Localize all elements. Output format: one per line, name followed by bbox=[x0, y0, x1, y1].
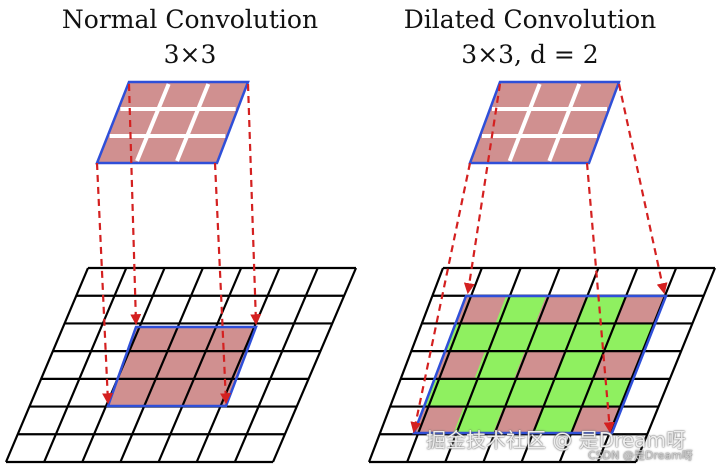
grid-col-line bbox=[482, 267, 561, 463]
dilated-kernel bbox=[468, 80, 621, 165]
grid-col-line bbox=[4, 267, 90, 463]
grid-col-line bbox=[520, 267, 600, 463]
arrow-top-left bbox=[127, 83, 142, 326]
normal-input-grid bbox=[4, 266, 358, 464]
dilated-sampled-cell bbox=[615, 296, 666, 324]
grid-col-line bbox=[43, 267, 128, 463]
dilated-sampled-cell bbox=[514, 350, 565, 379]
grid-col-line bbox=[233, 267, 319, 463]
dilated-kernel-fill bbox=[468, 80, 621, 165]
kernel-col-line bbox=[135, 83, 171, 162]
grid-col-line bbox=[271, 267, 358, 463]
dilated-sampled-cell bbox=[493, 405, 544, 433]
grid-col-line bbox=[634, 267, 717, 463]
dilated-convolution-title: Dilated Convolution bbox=[403, 5, 657, 34]
normal-kernel bbox=[95, 80, 250, 165]
grid-col-line bbox=[157, 267, 243, 463]
arrow-bottom-left bbox=[95, 162, 114, 405]
arrow-top-right bbox=[246, 83, 262, 326]
normal-convolution-title: Normal Convolution bbox=[61, 5, 319, 34]
arrow-bottom-right bbox=[585, 162, 615, 434]
normal-kernel-cell-lines bbox=[109, 83, 236, 162]
arrow-bottom-left bbox=[410, 162, 472, 434]
grid-col-line bbox=[558, 267, 639, 463]
kernel-col-line bbox=[547, 83, 582, 162]
dilated-projection-arrows bbox=[410, 83, 668, 434]
normal-receptive-field bbox=[108, 327, 256, 406]
arrow-bottom-right bbox=[213, 162, 232, 405]
kernel-col-line bbox=[507, 83, 542, 162]
dilated-sampled-cell bbox=[535, 296, 586, 324]
normal-receptive-field-outline bbox=[106, 325, 258, 408]
normal-projection-arrows bbox=[95, 83, 262, 405]
grid-col-line bbox=[444, 267, 522, 463]
arrow-top-right bbox=[617, 83, 668, 295]
watermark-main: 掘金技术社区 @ 是Dream呀 bbox=[426, 428, 686, 452]
dilated-kernel-cell-lines bbox=[482, 83, 607, 162]
dilated-sampled-cells bbox=[414, 296, 666, 433]
dilated-convolution-kernel-size: 3×3, d = 2 bbox=[461, 40, 599, 69]
grid-col-line bbox=[195, 267, 281, 463]
dilated-sampled-cell bbox=[593, 350, 645, 379]
grid-col-line bbox=[367, 267, 445, 463]
normal-kernel-fill bbox=[95, 80, 250, 165]
dilated-input-grid bbox=[367, 266, 717, 464]
normal-convolution-kernel-size: 3×3 bbox=[163, 40, 217, 69]
watermark-small: CSDN @是Dream呀 bbox=[588, 449, 693, 462]
kernel-col-line bbox=[175, 83, 211, 162]
grid-col-line bbox=[119, 267, 204, 463]
